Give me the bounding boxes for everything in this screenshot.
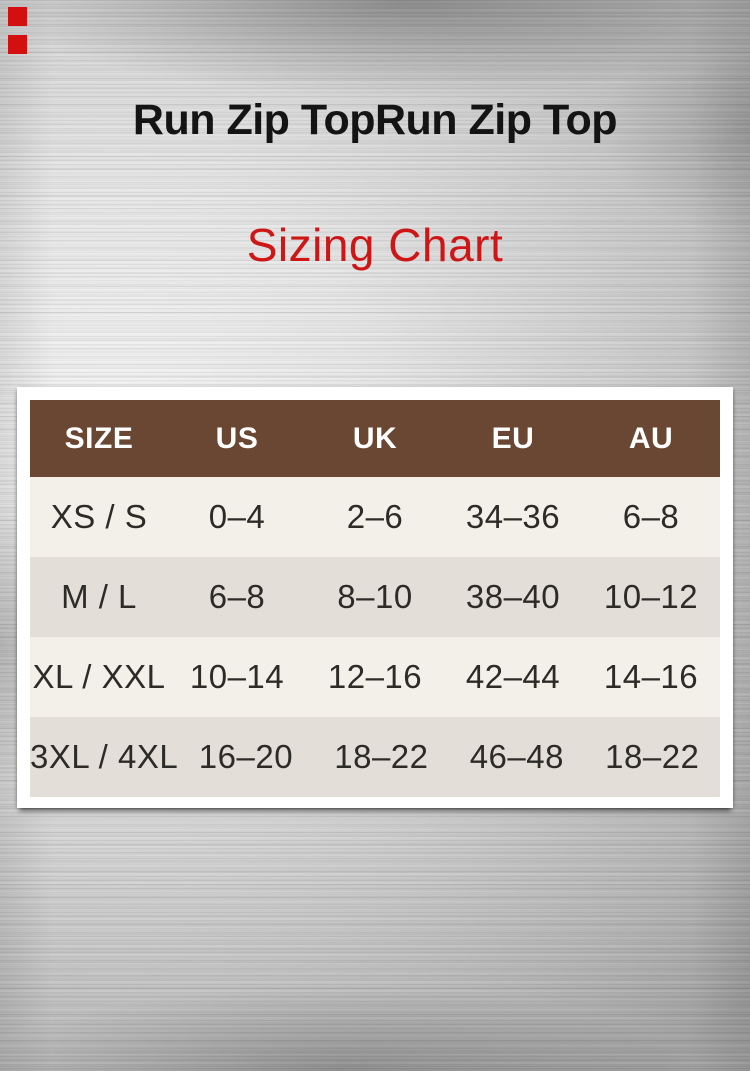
table-cell-size-label: 3XL / 4XL (30, 738, 179, 775)
red-square-mark (8, 7, 27, 26)
column-header-eu: EU (491, 421, 535, 455)
table-row-m-l: M / L 6–8 8–10 38–40 10–12 (30, 557, 720, 637)
sizing-table-card: SIZE US UK EU AU XS / S 0–4 2–6 34–36 6–… (17, 387, 733, 808)
product-title: Run Zip TopRun Zip Top (132, 96, 618, 144)
table-cell-au: 18–22 (605, 738, 700, 775)
table-cell-uk: 18–22 (334, 738, 429, 775)
table-cell-us: 16–20 (198, 738, 294, 775)
table-cell-au: 10–12 (603, 578, 699, 615)
table-cell-size-label: M / L (61, 578, 137, 615)
table-cell-au: 6–8 (622, 498, 680, 535)
table-row-3xl-4xl: 3XL / 4XL 16–20 18–22 46–48 18–22 (30, 717, 720, 797)
column-header-size: SIZE (64, 421, 134, 455)
red-square-mark (8, 35, 27, 54)
table-cell-eu: 46–48 (469, 738, 564, 775)
table-cell-au: 14–16 (603, 658, 699, 695)
table-cell-us: 10–14 (189, 658, 285, 695)
sizing-chart-heading: Sizing Chart (246, 219, 504, 271)
column-header-uk: UK (352, 421, 398, 455)
table-cell-eu: 34–36 (465, 498, 561, 535)
table-header-row: SIZE US UK EU AU (30, 400, 720, 477)
table-cell-us: 0–4 (208, 498, 266, 535)
table-cell-uk: 8–10 (337, 578, 413, 615)
column-header-us: US (215, 421, 259, 455)
table-cell-uk: 12–16 (327, 658, 423, 695)
table-cell-size-label: XL / XXL (32, 658, 166, 695)
table-cell-us: 6–8 (208, 578, 266, 615)
column-header-au: AU (628, 421, 674, 455)
table-cell-uk: 2–6 (346, 498, 404, 535)
table-cell-size-label: XS / S (50, 498, 148, 535)
table-cell-eu: 38–40 (465, 578, 561, 615)
table-row-xl-xxl: XL / XXL 10–14 12–16 42–44 14–16 (30, 637, 720, 717)
table-row-xs-s: XS / S 0–4 2–6 34–36 6–8 (30, 477, 720, 557)
table-cell-eu: 42–44 (465, 658, 561, 695)
